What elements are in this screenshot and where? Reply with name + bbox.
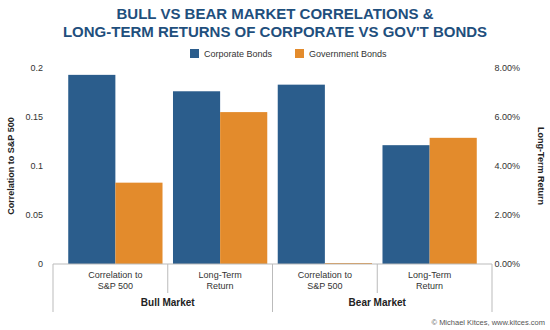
- y2-tick-label: 6.00%: [494, 112, 520, 122]
- y-tick-label: 0.2: [30, 63, 43, 73]
- chart: BULL VS BEAR MARKET CORRELATIONS &LONG-T…: [0, 0, 550, 330]
- bar: [68, 75, 115, 264]
- y2-axis-title: Long-Term Return: [536, 127, 546, 205]
- group-label: Bear Market: [349, 297, 407, 308]
- source: © Michael Kitces, www.kitces.com: [432, 318, 545, 327]
- legend-label: Government Bonds: [309, 49, 387, 59]
- y-tick-label: 0.05: [25, 210, 43, 220]
- category-label: Long-TermReturn: [199, 270, 242, 291]
- bar: [115, 183, 162, 264]
- category-separator: [272, 264, 273, 293]
- category-label: Correlation toS&P 500: [298, 270, 352, 291]
- group-separator: [272, 293, 273, 312]
- y-tick-label: 0.1: [30, 161, 43, 171]
- category-label: Long-TermReturn: [408, 270, 451, 291]
- group-label: Bull Market: [141, 297, 196, 308]
- y2-tick-label: 2.00%: [494, 210, 520, 220]
- legend-swatch: [190, 49, 199, 58]
- bars: [68, 75, 477, 264]
- bar: [430, 138, 477, 264]
- legend-swatch: [295, 49, 304, 58]
- y2-tick-label: 8.00%: [494, 63, 520, 73]
- legend-label: Corporate Bonds: [204, 49, 273, 59]
- bar: [278, 85, 325, 264]
- title: LONG-TERM RETURNS OF CORPORATE VS GOV'T …: [63, 23, 487, 40]
- group-separator: [53, 293, 54, 312]
- category-separator: [377, 264, 378, 293]
- y-tick-label: 0.15: [25, 112, 43, 122]
- category-separator: [53, 264, 54, 293]
- y-axis-title: Correlation to S&P 500: [6, 117, 16, 214]
- bar: [220, 112, 267, 264]
- title: BULL VS BEAR MARKET CORRELATIONS &: [117, 5, 434, 22]
- y2-tick-label: 0.00%: [494, 259, 520, 269]
- category-label: Correlation toS&P 500: [88, 270, 142, 291]
- group-separator: [492, 293, 493, 312]
- category-separator: [167, 264, 168, 293]
- bar: [173, 91, 220, 264]
- y-tick-label: 0: [38, 259, 43, 269]
- bar: [382, 145, 429, 264]
- y2-tick-label: 4.00%: [494, 161, 520, 171]
- category-separator: [492, 264, 493, 293]
